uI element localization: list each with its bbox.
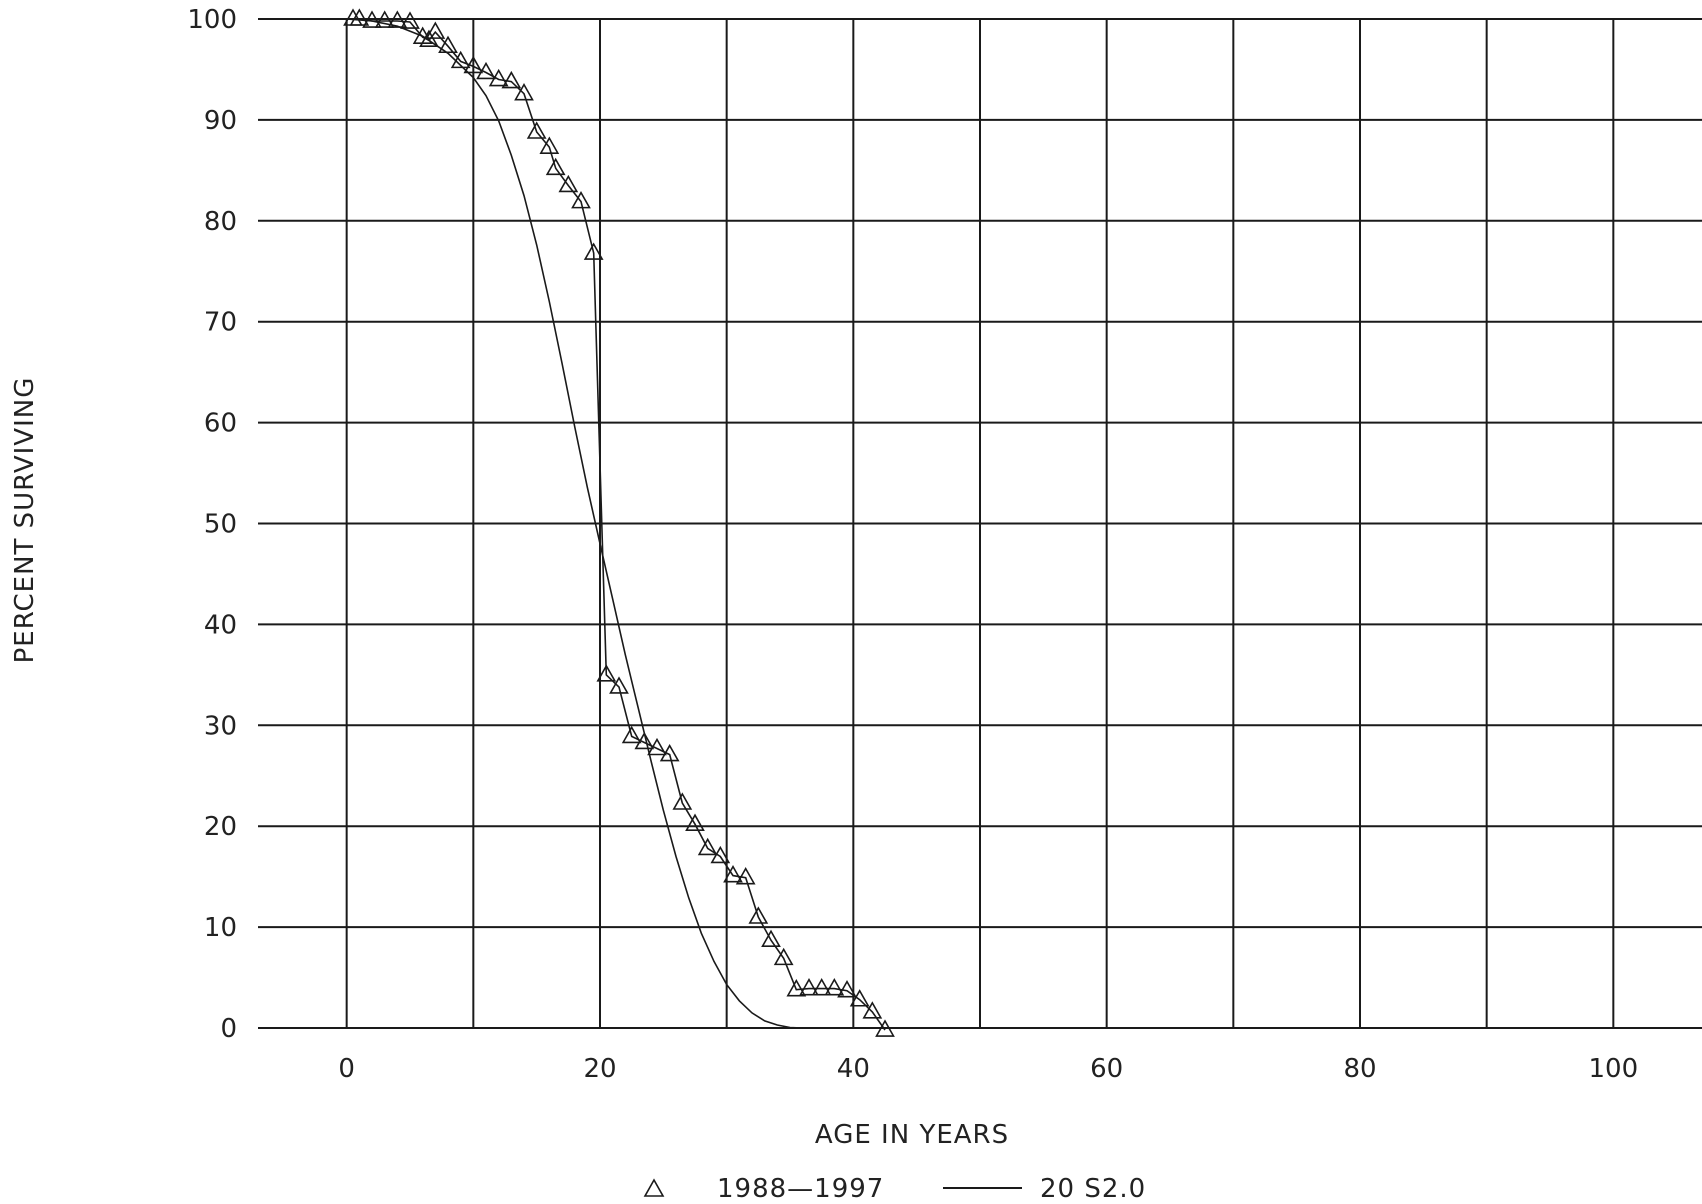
data-point-triangle — [735, 867, 756, 885]
series-2 — [346, 18, 803, 1029]
data-point-triangle — [786, 979, 807, 997]
data-point-triangle — [672, 792, 693, 810]
x-axis-ticks: 0 20 40 60 80 100 — [338, 1054, 1638, 1084]
data-point-triangle — [875, 1019, 895, 1037]
y-tick-label: 90 — [204, 106, 237, 136]
data-point-triangle — [545, 157, 566, 176]
x-tick-label: 80 — [1343, 1054, 1376, 1084]
data-point-triangle — [488, 68, 509, 87]
y-tick-label: 70 — [204, 308, 237, 338]
y-tick-label: 40 — [204, 610, 237, 640]
y-tick-label: 60 — [204, 409, 237, 439]
x-tick-label: 100 — [1589, 1054, 1639, 1084]
data-point-triangle — [824, 978, 845, 996]
data-point-triangle — [539, 136, 560, 154]
y-tick-label: 0 — [220, 1014, 237, 1044]
y-tick-label: 80 — [204, 207, 237, 237]
legend-label-series-2: 20 S2.0 — [1040, 1174, 1146, 1204]
data-point-triangle — [659, 743, 680, 762]
data-point-triangle — [526, 121, 547, 139]
data-point-triangle — [425, 21, 446, 39]
data-point-triangle — [362, 10, 382, 28]
y-axis-ticks: 0 10 20 30 40 50 60 70 80 90 100 — [187, 5, 237, 1044]
x-tick-label: 20 — [583, 1054, 616, 1084]
y-tick-label: 20 — [204, 812, 237, 842]
data-point-triangle — [400, 11, 420, 29]
data-point-triangle — [761, 929, 781, 948]
y-tick-label: 100 — [187, 5, 237, 35]
triangle-icon — [643, 1178, 665, 1197]
data-point-triangle — [596, 664, 617, 682]
data-point-triangle — [374, 10, 395, 28]
data-point-triangle — [773, 947, 794, 966]
data-point-triangle — [697, 837, 718, 856]
chart-grid — [258, 18, 1702, 1029]
y-axis-title: PERCENT SURVIVING — [10, 377, 40, 664]
y-tick-label: 10 — [204, 913, 237, 943]
series-1 — [343, 8, 895, 1037]
y-tick-label: 50 — [204, 510, 237, 540]
data-point-triangle — [438, 35, 458, 54]
data-point-triangle — [571, 191, 591, 209]
data-point-triangle — [450, 50, 471, 69]
series-layer — [343, 8, 895, 1037]
data-point-triangle — [811, 978, 832, 996]
data-point-triangle — [476, 61, 496, 80]
y-tick-label: 30 — [204, 711, 237, 741]
data-point-triangle — [748, 906, 769, 924]
data-point-triangle — [634, 731, 655, 750]
data-point-triangle — [387, 10, 408, 28]
data-point-triangle — [685, 813, 705, 831]
data-point-triangle — [710, 845, 731, 864]
legend: 1988—1997 20 S2.0 — [643, 1174, 1146, 1204]
data-point-triangle — [621, 725, 642, 744]
data-point-triangle — [349, 8, 370, 26]
x-tick-label: 60 — [1090, 1054, 1123, 1084]
x-axis-title: AGE IN YEARS — [815, 1120, 1009, 1150]
x-tick-label: 0 — [338, 1054, 355, 1084]
data-point-triangle — [862, 1001, 883, 1019]
data-point-triangle — [647, 737, 667, 756]
data-point-triangle — [501, 70, 522, 89]
legend-label-series-1: 1988—1997 — [717, 1174, 884, 1204]
x-tick-label: 40 — [837, 1054, 870, 1084]
data-point-triangle — [723, 865, 743, 883]
data-point-triangle — [463, 55, 484, 74]
data-point-triangle — [583, 242, 604, 260]
data-point-triangle — [849, 989, 870, 1007]
data-point-triangle — [514, 83, 534, 101]
series-line — [346, 18, 803, 1029]
data-point-triangle — [558, 174, 579, 193]
data-point-triangle — [837, 980, 857, 998]
data-point-triangle — [799, 978, 819, 996]
data-point-triangle — [609, 676, 629, 694]
